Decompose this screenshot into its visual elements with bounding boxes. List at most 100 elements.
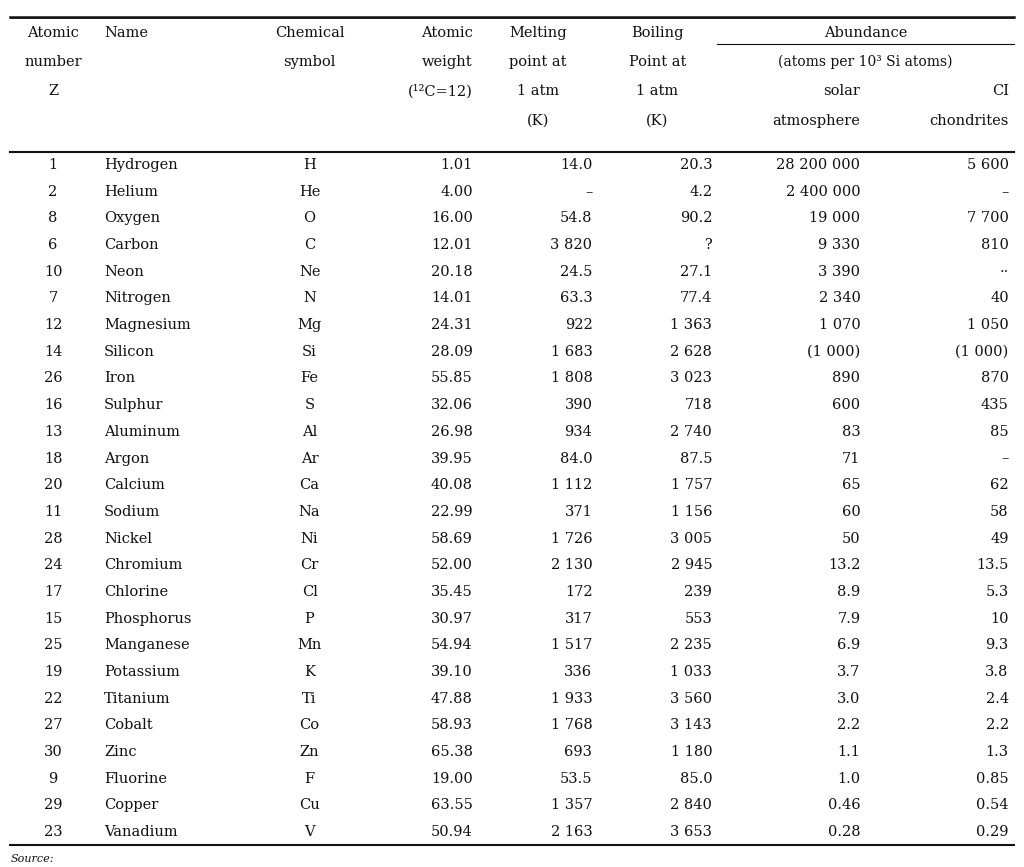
Text: 1 933: 1 933	[551, 692, 593, 706]
Text: 16: 16	[44, 398, 62, 412]
Text: 810: 810	[981, 238, 1009, 252]
Text: 1 112: 1 112	[551, 479, 593, 492]
Text: Carbon: Carbon	[104, 238, 159, 252]
Text: 39.95: 39.95	[431, 452, 473, 466]
Text: 2 945: 2 945	[671, 558, 712, 572]
Text: Co: Co	[300, 718, 319, 733]
Text: 9.3: 9.3	[985, 638, 1009, 652]
Text: 30.97: 30.97	[431, 611, 473, 626]
Text: 1 atm: 1 atm	[516, 84, 559, 98]
Text: 390: 390	[564, 398, 593, 412]
Text: K: K	[304, 665, 315, 679]
Text: 20.3: 20.3	[680, 158, 712, 172]
Text: 29: 29	[44, 799, 62, 812]
Text: 7 700: 7 700	[967, 212, 1009, 225]
Text: N: N	[303, 291, 316, 305]
Text: (1 000): (1 000)	[955, 345, 1009, 359]
Text: 1 683: 1 683	[551, 345, 593, 359]
Text: Na: Na	[299, 505, 321, 518]
Text: 890: 890	[833, 371, 860, 386]
Text: 13: 13	[44, 425, 62, 439]
Text: Iron: Iron	[104, 371, 135, 386]
Text: 58.69: 58.69	[431, 531, 473, 545]
Text: 60: 60	[842, 505, 860, 518]
Text: 2 400 000: 2 400 000	[785, 185, 860, 199]
Text: 50: 50	[842, 531, 860, 545]
Text: 3.8: 3.8	[985, 665, 1009, 679]
Text: Silicon: Silicon	[104, 345, 155, 359]
Text: 1 757: 1 757	[671, 479, 712, 492]
Text: Ar: Ar	[301, 452, 318, 466]
Text: ?: ?	[705, 238, 712, 252]
Text: Point at: Point at	[629, 55, 686, 68]
Text: Name: Name	[104, 27, 147, 41]
Text: 39.10: 39.10	[431, 665, 473, 679]
Text: 0.46: 0.46	[827, 799, 860, 812]
Text: 435: 435	[981, 398, 1009, 412]
Text: Vanadium: Vanadium	[104, 825, 177, 839]
Text: Helium: Helium	[104, 185, 158, 199]
Text: 55.85: 55.85	[431, 371, 473, 386]
Text: 23: 23	[44, 825, 62, 839]
Text: 8.9: 8.9	[838, 585, 860, 599]
Text: Chlorine: Chlorine	[104, 585, 168, 599]
Text: Magnesium: Magnesium	[104, 318, 190, 332]
Text: C: C	[304, 238, 315, 252]
Text: 40: 40	[990, 291, 1009, 305]
Text: 553: 553	[684, 611, 712, 626]
Text: 2 628: 2 628	[671, 345, 712, 359]
Text: 6.9: 6.9	[838, 638, 860, 652]
Text: 52.00: 52.00	[431, 558, 473, 572]
Text: 1 050: 1 050	[967, 318, 1009, 332]
Text: 9 330: 9 330	[818, 238, 860, 252]
Text: 30: 30	[44, 745, 62, 759]
Text: weight: weight	[422, 55, 473, 68]
Text: 15: 15	[44, 611, 62, 626]
Text: 65: 65	[842, 479, 860, 492]
Text: 1 363: 1 363	[671, 318, 712, 332]
Text: 2.2: 2.2	[985, 718, 1009, 733]
Text: 1.3: 1.3	[985, 745, 1009, 759]
Text: 1 033: 1 033	[671, 665, 712, 679]
Text: 1 070: 1 070	[818, 318, 860, 332]
Text: 58: 58	[990, 505, 1009, 518]
Text: Cobalt: Cobalt	[104, 718, 153, 733]
Text: symbol: symbol	[284, 55, 336, 68]
Text: Hydrogen: Hydrogen	[104, 158, 178, 172]
Text: 27: 27	[44, 718, 62, 733]
Text: Calcium: Calcium	[104, 479, 165, 492]
Text: 3 143: 3 143	[671, 718, 712, 733]
Text: 13.5: 13.5	[976, 558, 1009, 572]
Text: 83: 83	[842, 425, 860, 439]
Text: CI: CI	[991, 84, 1009, 98]
Text: (¹²C=12): (¹²C=12)	[408, 84, 473, 99]
Text: –: –	[1001, 452, 1009, 466]
Text: 58.93: 58.93	[431, 718, 473, 733]
Text: 4.2: 4.2	[689, 185, 712, 199]
Text: Neon: Neon	[104, 264, 143, 279]
Text: 7.9: 7.9	[838, 611, 860, 626]
Text: 9: 9	[48, 772, 57, 786]
Text: He: He	[299, 185, 321, 199]
Text: 3 820: 3 820	[551, 238, 593, 252]
Text: 922: 922	[564, 318, 593, 332]
Text: 14.01: 14.01	[431, 291, 473, 305]
Text: 5 600: 5 600	[967, 158, 1009, 172]
Text: 693: 693	[564, 745, 593, 759]
Text: 84.0: 84.0	[560, 452, 593, 466]
Text: 10: 10	[44, 264, 62, 279]
Text: 24.5: 24.5	[560, 264, 593, 279]
Text: Cl: Cl	[302, 585, 317, 599]
Text: Ca: Ca	[300, 479, 319, 492]
Text: 1 517: 1 517	[551, 638, 593, 652]
Text: –: –	[585, 185, 593, 199]
Text: 16.00: 16.00	[431, 212, 473, 225]
Text: S: S	[304, 398, 314, 412]
Text: 65.38: 65.38	[431, 745, 473, 759]
Text: 0.85: 0.85	[976, 772, 1009, 786]
Text: 1.1: 1.1	[838, 745, 860, 759]
Text: 2 235: 2 235	[671, 638, 712, 652]
Text: 172: 172	[565, 585, 593, 599]
Text: Argon: Argon	[104, 452, 150, 466]
Text: Chemical: Chemical	[274, 27, 344, 41]
